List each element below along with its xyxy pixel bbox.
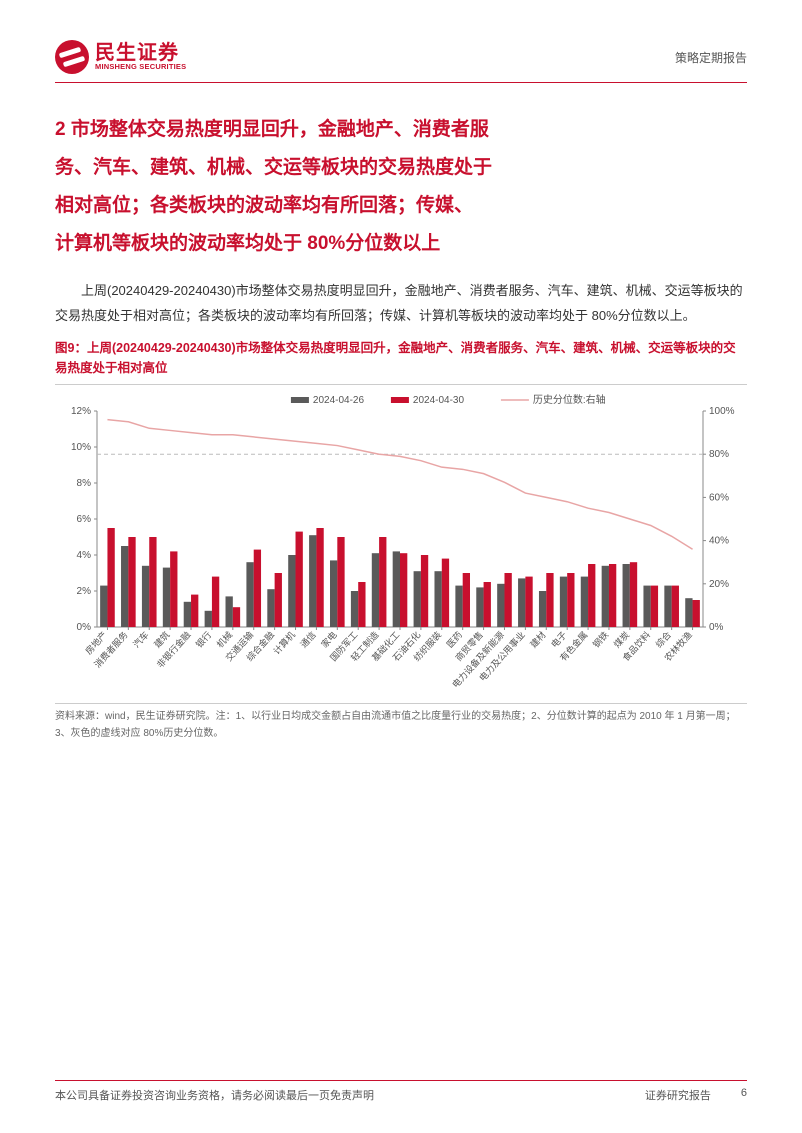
svg-text:钢铁: 钢铁 xyxy=(590,629,610,650)
section-title: 2 市场整体交易热度明显回升，金融地产、消费者服 务、汽车、建筑、机械、交运等板… xyxy=(55,111,747,263)
body-paragraph: 上周(20240429-20240430)市场整体交易热度明显回升，金融地产、消… xyxy=(55,279,747,328)
svg-text:6%: 6% xyxy=(77,514,92,525)
svg-text:银行: 银行 xyxy=(193,629,213,650)
svg-text:100%: 100% xyxy=(709,406,735,417)
svg-text:建材: 建材 xyxy=(528,629,548,650)
logo-text-cn: 民生证券 xyxy=(95,43,186,63)
svg-text:10%: 10% xyxy=(71,442,91,453)
section-title-line: 相对高位；各类板块的波动率均有所回落；传媒、 xyxy=(55,187,747,225)
svg-text:2%: 2% xyxy=(77,586,92,597)
svg-text:计算机: 计算机 xyxy=(271,629,297,656)
chart-source-note: 资料来源：wind，民生证券研究院。注：1、以行业日均成交金额占自由流通市值之比… xyxy=(55,708,747,742)
section-title-line: 计算机等板块的波动率均处于 80%分位数以上 xyxy=(55,225,747,263)
svg-text:2024-04-30: 2024-04-30 xyxy=(413,395,465,406)
svg-text:8%: 8% xyxy=(77,478,92,489)
page-number: 6 xyxy=(741,1087,747,1103)
svg-text:60%: 60% xyxy=(709,493,729,504)
svg-text:4%: 4% xyxy=(77,550,92,561)
chart-svg: 0%2%4%6%8%10%12%0%20%40%60%80%100%房地产消费者… xyxy=(55,391,745,699)
svg-text:12%: 12% xyxy=(71,406,91,417)
footer-disclaimer: 本公司具备证券投资咨询业务资格，请务必阅读最后一页免责声明 xyxy=(55,1087,374,1103)
section-title-line: 务、汽车、建筑、机械、交运等板块的交易热度处于 xyxy=(55,149,747,187)
svg-text:40%: 40% xyxy=(709,536,729,547)
svg-text:80%: 80% xyxy=(709,450,729,461)
logo-block: 民生证券 MINSHENG SECURITIES xyxy=(55,40,186,74)
svg-text:0%: 0% xyxy=(709,622,724,633)
svg-text:0%: 0% xyxy=(77,622,92,633)
trading-heat-chart: 0%2%4%6%8%10%12%0%20%40%60%80%100%房地产消费者… xyxy=(55,384,747,704)
svg-text:通信: 通信 xyxy=(298,629,318,650)
svg-text:汽车: 汽车 xyxy=(130,629,150,650)
section-title-line: 2 市场整体交易热度明显回升，金融地产、消费者服 xyxy=(55,111,747,149)
doc-type-label: 策略定期报告 xyxy=(675,49,747,66)
footer-doc-label: 证券研究报告 xyxy=(645,1087,711,1103)
figure-title: 图9：上周(20240429-20240430)市场整体交易热度明显回升，金融地… xyxy=(55,338,747,378)
svg-text:20%: 20% xyxy=(709,579,729,590)
svg-text:2024-04-26: 2024-04-26 xyxy=(313,395,365,406)
page-header: 民生证券 MINSHENG SECURITIES 策略定期报告 xyxy=(55,40,747,83)
svg-text:历史分位数:右轴: 历史分位数:右轴 xyxy=(533,393,606,406)
page-footer: 本公司具备证券投资咨询业务资格，请务必阅读最后一页免责声明 证券研究报告 6 xyxy=(55,1080,747,1103)
company-logo-icon xyxy=(55,40,89,74)
logo-text-en: MINSHENG SECURITIES xyxy=(95,63,186,71)
